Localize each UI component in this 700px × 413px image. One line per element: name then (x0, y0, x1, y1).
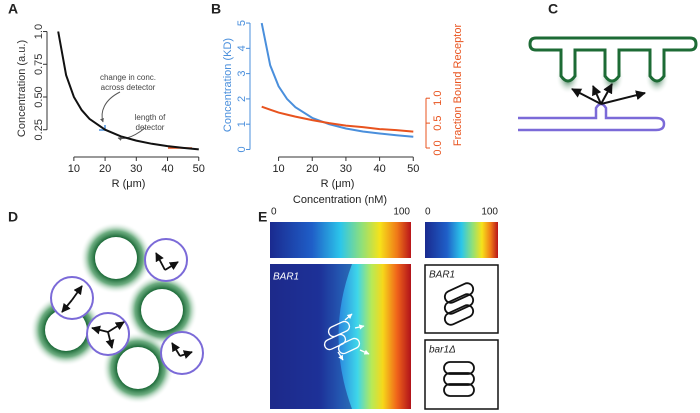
annotation: length of (135, 113, 166, 122)
heatmap-label: BAR1 (273, 272, 299, 283)
y-tick-label: 1.0 (33, 24, 45, 39)
x-tick-label: 50 (407, 163, 419, 175)
annotation: detector (136, 123, 165, 132)
emitter-cells (30, 222, 198, 404)
series-line (57, 31, 199, 151)
y2-axis-label: Fraction Bound Receptor (452, 24, 464, 147)
annotation: change in conc. (100, 73, 156, 82)
y-tick-label: 1 (236, 121, 248, 127)
emitter-cell (528, 36, 698, 83)
series-line (261, 105, 414, 133)
y-tick-label: 3 (236, 71, 248, 77)
y2-tick-label: 1.0 (432, 91, 444, 106)
strain-label: bar1Δ (429, 345, 456, 356)
polarity-arrows (61, 252, 193, 359)
colorbar-label: 100 (393, 207, 410, 218)
x-tick-label: 10 (68, 163, 80, 175)
annotation-arrow (117, 127, 146, 141)
x-tick-label: 20 (306, 163, 318, 175)
y-tick-label: 5 (236, 20, 248, 26)
annotation-arrow (100, 91, 121, 123)
y-tick-label: 0 (236, 146, 248, 152)
panel-letter: D (8, 209, 18, 225)
annotation: across detector (101, 83, 156, 92)
receiver-cell (518, 102, 666, 132)
colorbar (425, 222, 498, 258)
y2-tick-label: 0.0 (432, 140, 444, 155)
panel-letter: C (548, 1, 558, 17)
x-tick-label: 30 (130, 163, 142, 175)
y-tick-label: 0.50 (33, 86, 45, 107)
y-tick-label: 2 (236, 96, 248, 102)
x-tick-label: 40 (161, 163, 173, 175)
y-tick-label: 0.75 (33, 54, 45, 75)
y-axis-label: Concentration (KD) (222, 38, 234, 132)
panel-letter: A (8, 1, 18, 17)
series-line (260, 22, 414, 138)
strain-cells (443, 282, 475, 397)
x-axis-label: R (μm) (112, 178, 146, 190)
heatmap-shade (270, 264, 352, 409)
x-tick-label: 10 (272, 163, 284, 175)
panel-letter: E (258, 209, 267, 225)
panel-letter: B (211, 1, 221, 17)
colorbar-label: 0 (425, 207, 431, 218)
y2-tick-label: 0.5 (432, 115, 444, 130)
y-tick-label: 4 (236, 45, 248, 51)
x-tick-label: 40 (373, 163, 385, 175)
x-axis-label: R (μm) (321, 178, 355, 190)
x-tick-label: 30 (340, 163, 352, 175)
x-tick-label: 20 (99, 163, 111, 175)
colorbar-label: 0 (271, 207, 277, 218)
colorbar (270, 222, 411, 258)
x-tick-label: 50 (193, 163, 205, 175)
colorbar-label: 100 (481, 207, 498, 218)
colorbar-title: Concentration (nM) (293, 194, 387, 206)
y-tick-label: 0.25 (33, 119, 45, 140)
y-axis-label: Concentration (a.u.) (16, 40, 28, 137)
gradient-arrows (571, 83, 646, 105)
heatmap-cells (323, 313, 370, 361)
strain-label: BAR1 (429, 270, 455, 281)
